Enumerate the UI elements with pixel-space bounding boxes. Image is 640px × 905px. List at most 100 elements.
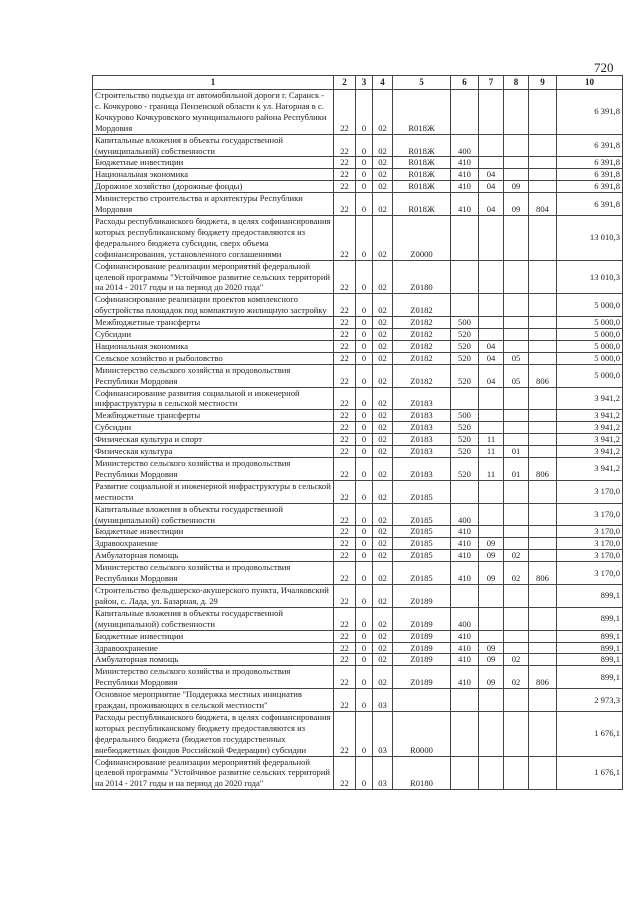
code-col-9 (528, 479, 557, 504)
code-col-7: 09 (478, 561, 504, 585)
code-col-9 (528, 421, 557, 435)
row-amount: 3 941,2 (556, 386, 623, 411)
code-col-3: 0 (355, 316, 373, 330)
row-name: Строительство подъезда от автомобильной … (92, 89, 334, 135)
code-col-4: 03 (372, 688, 393, 712)
code-col-6 (450, 386, 479, 411)
code-col-8 (503, 214, 529, 261)
code-col-6 (450, 89, 479, 135)
code-col-9 (528, 653, 557, 667)
code-col-3: 0 (355, 293, 373, 318)
code-col-3: 0 (355, 653, 373, 667)
code-col-9 (528, 293, 557, 318)
code-col-6: 520 (450, 421, 479, 435)
code-col-6: 400 (450, 133, 479, 158)
code-col-6: 410 (450, 549, 479, 563)
table-row: Софинансирование развития социальной и и… (92, 386, 623, 411)
code-col-7 (478, 293, 504, 318)
row-name: Софинансирование развития социальной и и… (92, 386, 334, 411)
row-amount: 13 010,3 (556, 214, 623, 261)
code-col-7 (478, 629, 504, 643)
table-row: Сельское хозяйство и рыболовство 22 0 02 Z01… (92, 351, 623, 365)
code-col-5: Z0185 (392, 502, 451, 527)
code-col-6: 520 (450, 351, 479, 365)
code-col-4: 02 (372, 339, 393, 353)
row-amount: 6 391,8 (556, 180, 623, 194)
row-amount: 3 941,2 (556, 457, 623, 481)
code-col-4: 02 (372, 583, 393, 608)
code-col-5: Z0182 (392, 328, 451, 341)
code-col-8: 02 (503, 561, 529, 585)
table-row: Министерство сельского хозяйства и продо… (92, 665, 623, 690)
row-amount: 3 170,0 (556, 479, 623, 504)
code-col-2: 22 (333, 421, 356, 435)
code-col-8 (503, 583, 529, 608)
code-col-2: 22 (333, 192, 356, 216)
code-col-3: 0 (355, 192, 373, 216)
code-col-5: Z0185 (392, 537, 451, 551)
column-header-10: 10 (556, 75, 623, 90)
code-col-5: Z0185 (392, 561, 451, 585)
row-amount: 899,1 (556, 653, 623, 667)
code-col-3: 0 (355, 363, 373, 388)
code-col-5: Z0189 (392, 665, 451, 690)
code-col-9 (528, 583, 557, 608)
code-col-3: 0 (355, 386, 373, 411)
code-col-2: 22 (333, 386, 356, 411)
row-name: Амбулаторная помощь (92, 549, 334, 563)
code-col-8 (503, 133, 529, 158)
code-col-2: 22 (333, 445, 356, 458)
code-col-3: 0 (355, 755, 373, 791)
code-col-7 (478, 479, 504, 504)
code-col-7 (478, 156, 504, 170)
column-header-1: 1 (92, 75, 334, 90)
code-col-6: 520 (450, 339, 479, 353)
code-col-4: 02 (372, 133, 393, 158)
code-col-2: 22 (333, 293, 356, 318)
row-name: Межбюджетные трансферты (92, 316, 334, 330)
row-amount: 13 010,3 (556, 259, 623, 295)
code-col-7 (478, 316, 504, 330)
code-col-4: 02 (372, 168, 393, 182)
table-row: Расходы республиканского бюджета, в целя… (92, 214, 623, 261)
code-col-8 (503, 606, 529, 631)
table-row: Министерство сельского хозяйства и продо… (92, 363, 623, 388)
code-col-3: 0 (355, 409, 373, 423)
code-col-4: 02 (372, 457, 393, 481)
code-col-5: R018Ж (392, 168, 451, 182)
page-number: 720 (594, 60, 614, 75)
code-col-9: 806 (528, 457, 557, 481)
row-amount: 3 941,2 (556, 445, 623, 458)
code-col-8 (503, 409, 529, 423)
code-col-5: Z0189 (392, 629, 451, 643)
code-col-7: 04 (478, 363, 504, 388)
table-row: Бюджетные инвестиции 22 0 02 R018Ж 410 6 391,8 (92, 156, 623, 170)
code-col-6: 410 (450, 180, 479, 194)
code-col-8 (503, 156, 529, 170)
code-col-4: 02 (372, 502, 393, 527)
row-name: Софинансирование реализации проектов ком… (92, 293, 334, 318)
code-col-7 (478, 583, 504, 608)
code-col-6: 410 (450, 561, 479, 585)
row-amount: 3 170,0 (556, 537, 623, 551)
code-col-3: 0 (355, 629, 373, 643)
code-col-5 (392, 688, 451, 712)
code-col-6 (450, 479, 479, 504)
code-col-2: 22 (333, 316, 356, 330)
code-col-3: 0 (355, 525, 373, 539)
column-header-7: 7 (478, 75, 504, 90)
row-name: Физическая культура и спорт (92, 433, 334, 447)
code-col-4: 02 (372, 653, 393, 667)
code-col-7 (478, 502, 504, 527)
code-col-5: Z0183 (392, 445, 451, 458)
row-name: Бюджетные инвестиции (92, 629, 334, 643)
code-col-6: 520 (450, 363, 479, 388)
column-header-5: 5 (392, 75, 451, 90)
code-col-7 (478, 89, 504, 135)
code-col-8: 01 (503, 445, 529, 458)
code-col-4: 02 (372, 180, 393, 194)
row-amount: 899,1 (556, 606, 623, 631)
code-col-5: R018Ж (392, 156, 451, 170)
code-col-7 (478, 259, 504, 295)
row-amount: 899,1 (556, 665, 623, 690)
